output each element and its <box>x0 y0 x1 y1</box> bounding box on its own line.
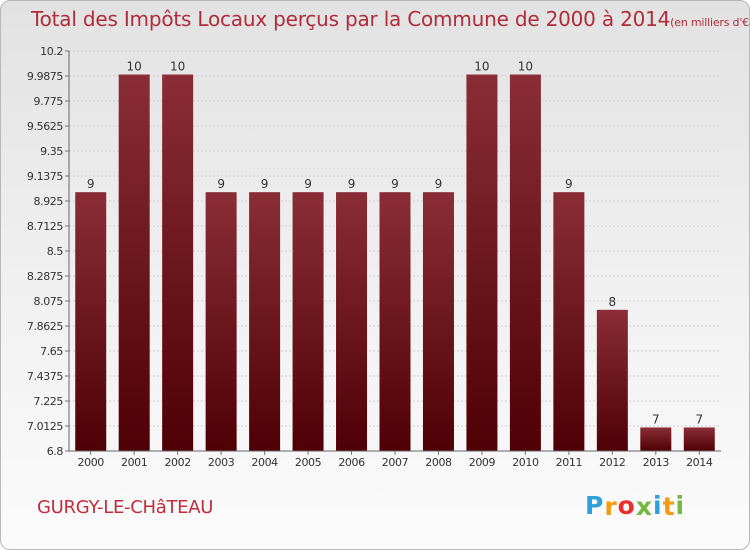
y-tick-label: 9.35 <box>40 145 63 158</box>
bars: 9 10 10 9 9 9 9 9 9 10 10 9 8 7 7 <box>75 60 715 452</box>
data-label: 10 <box>518 60 533 74</box>
data-label: 9 <box>565 177 573 191</box>
logo-letter: t <box>662 492 676 521</box>
x-tick-label: 2008 <box>425 456 452 469</box>
y-tick-label: 9.775 <box>34 95 64 108</box>
y-tick-label: 10.2 <box>40 45 63 58</box>
x-tick-label: 2002 <box>164 456 190 469</box>
bar-2004 <box>249 192 281 452</box>
x-tick-label: 2013 <box>643 456 670 469</box>
logo-letter: i <box>675 491 686 520</box>
y-tick-label: 9.5625 <box>27 120 63 133</box>
y-tick-label: 8.7125 <box>27 220 63 233</box>
bar-2000 <box>75 192 107 452</box>
x-tick-label: 2005 <box>295 456 322 469</box>
bar-2003 <box>205 192 237 452</box>
x-tick-label: 2003 <box>208 456 235 469</box>
x-tick-label: 2012 <box>599 456 625 469</box>
x-tick-label: 2014 <box>686 456 713 469</box>
logo-letter: x <box>635 492 653 521</box>
bar-2001 <box>118 74 150 451</box>
bar-2014 <box>683 427 715 451</box>
bar-2010 <box>509 74 541 451</box>
x-tick-label: 2001 <box>121 456 147 469</box>
bar-2011 <box>553 192 585 452</box>
logo-letter: P <box>585 491 605 520</box>
data-label: 9 <box>348 177 356 191</box>
bar-2002 <box>162 74 194 451</box>
x-tick-label: 2011 <box>556 456 582 469</box>
y-tick-label: 8.2875 <box>27 270 63 283</box>
y-tick-label: 9.1375 <box>27 170 63 183</box>
data-label: 9 <box>435 177 443 191</box>
x-tick-label: 2009 <box>469 456 496 469</box>
bar-2008 <box>422 192 454 452</box>
data-label: 10 <box>474 60 489 74</box>
y-tick-label: 9.9875 <box>27 70 63 83</box>
commune-name: GURGY-LE-CHâTEAU <box>37 497 214 518</box>
data-label: 8 <box>609 295 617 309</box>
axes <box>68 51 721 452</box>
data-label: 9 <box>304 177 312 191</box>
y-tick-label: 8.5 <box>47 245 64 258</box>
y-tick-label: 7.0125 <box>27 420 63 433</box>
x-axis-ticks: 2000 2001 2002 2003 2004 2005 2006 2007 2008 2009… <box>78 451 713 469</box>
chart-unit: (en milliers d'€) <box>670 16 750 29</box>
data-label: 10 <box>170 60 185 74</box>
logo-letter: r <box>604 492 618 521</box>
x-tick-label: 2004 <box>251 456 278 469</box>
data-label: 7 <box>652 412 660 426</box>
logo-letter: i <box>653 491 663 520</box>
x-tick-label: 2010 <box>512 456 539 469</box>
y-tick-label: 7.4375 <box>27 370 63 383</box>
x-tick-label: 2006 <box>338 456 365 469</box>
data-label: 10 <box>127 60 142 74</box>
bar-2005 <box>292 192 324 452</box>
bar-2009 <box>466 74 498 451</box>
bar-2006 <box>336 192 368 452</box>
data-label: 9 <box>261 177 269 191</box>
chart-title-text: Total des Impôts Locaux perçus par la Co… <box>31 7 671 31</box>
x-tick-label: 2000 <box>78 456 105 469</box>
y-tick-label: 7.65 <box>40 345 63 358</box>
data-label: 9 <box>391 177 399 191</box>
y-tick-label: 7.8625 <box>27 320 63 333</box>
y-axis-ticks: 6.8 7.0125 7.225 7.4375 7.65 7.8625 8.075 8.287… <box>27 45 69 458</box>
proxiti-logo: Proxiti <box>585 491 686 521</box>
y-tick-label: 8.925 <box>34 195 64 208</box>
bar-2013 <box>640 427 672 451</box>
logo-letter: o <box>617 491 636 520</box>
data-label: 9 <box>217 177 225 191</box>
y-tick-label: 8.075 <box>34 295 64 308</box>
data-label: 9 <box>87 177 95 191</box>
data-label: 7 <box>695 412 703 426</box>
bar-2012 <box>596 309 628 451</box>
chart-title: Total des Impôts Locaux perçus par la Co… <box>31 7 750 31</box>
y-tick-label: 7.225 <box>34 395 64 408</box>
x-tick-label: 2007 <box>382 456 409 469</box>
bar-2007 <box>379 192 411 452</box>
y-tick-label: 6.8 <box>47 445 64 458</box>
